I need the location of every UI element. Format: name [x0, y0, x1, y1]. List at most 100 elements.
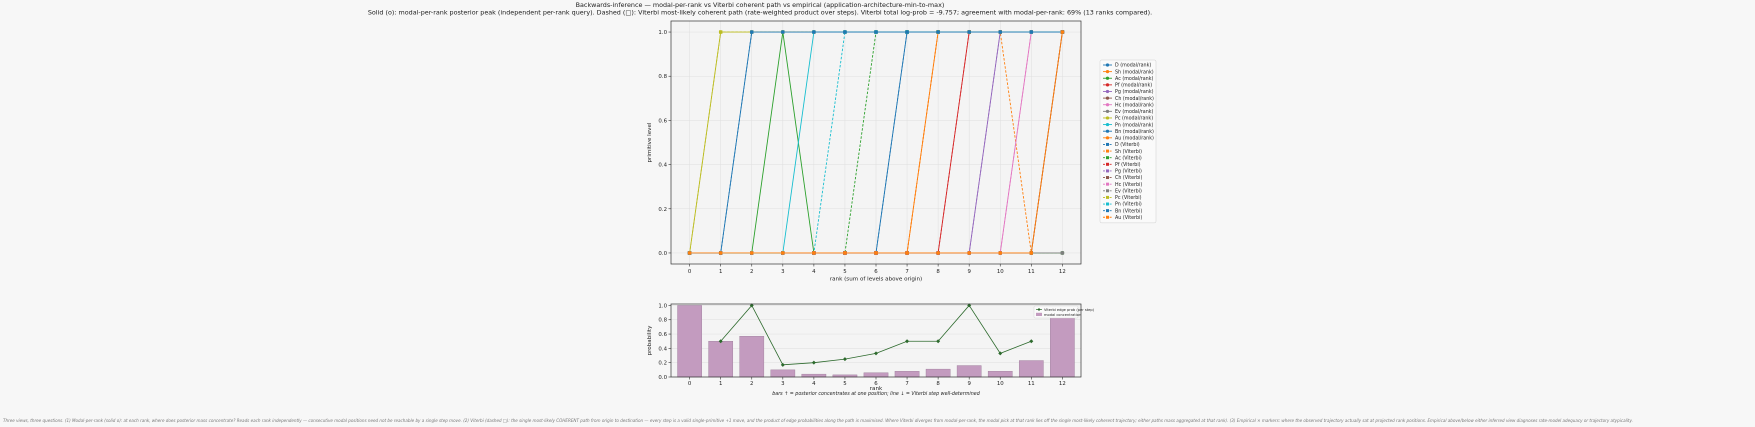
series-point: [749, 251, 754, 255]
series-point: [687, 251, 692, 255]
bottom-y-tick-label: 0.0: [658, 375, 667, 381]
bottom-x-tick-label: 10: [997, 381, 1004, 387]
bottom-x-axis-sublabel: bars ↑ = posterior concentrates at one p…: [772, 391, 981, 397]
top-y-tick-label: 0.2: [658, 207, 667, 213]
bar: [1018, 360, 1044, 378]
series-point: [1060, 30, 1065, 34]
legend-swatch-marker: [1105, 63, 1110, 67]
series-point: [874, 30, 878, 34]
legend-entry: Hc (Viterbi): [1115, 182, 1142, 188]
legend-swatch-marker: [1105, 76, 1110, 80]
bar: [987, 371, 1013, 378]
legend-swatch-marker: [1105, 103, 1110, 107]
legend-swatch-marker: [1105, 136, 1110, 140]
legend-entry: Pf (modal/rank): [1115, 83, 1152, 89]
legend-swatch-marker: [1105, 96, 1110, 100]
series-point: [812, 251, 816, 255]
legend-entry: Au (Viterbi): [1115, 215, 1142, 221]
bottom-y-axis-label: probability: [647, 325, 653, 356]
legend-swatch-marker: [1106, 202, 1109, 206]
legend-entry: Bn (modal/rank): [1115, 129, 1154, 135]
viterbi-edge-point: [936, 339, 941, 344]
legend-entry: Ac (modal/rank): [1115, 76, 1154, 82]
viterbi-edge-point: [905, 339, 910, 344]
bottom-bar-chart: 0 1 2 3 4 5 6 7 8 9 10 11 120.00.20.40.60.81.0rankba…: [647, 303, 1095, 397]
top-y-axis-label: primitive level: [647, 122, 653, 162]
bottom-y-tick-label: 0.6: [658, 332, 667, 338]
legend-swatch-marker: [1105, 89, 1110, 94]
legend-swatch-marker: [1105, 129, 1110, 133]
top-x-tick-label: 12: [1059, 269, 1066, 275]
figure-title: Backwards-inference — modal-per-rank vs …: [576, 1, 945, 9]
legend-entry: Ev (modal/rank): [1115, 109, 1154, 115]
series-point: [905, 30, 909, 34]
legend-swatch-marker: [1105, 109, 1110, 113]
legend-entry: Bn (Viterbi): [1115, 208, 1142, 214]
legend-swatch-marker: [1106, 169, 1109, 173]
viterbi-edge-point: [1029, 339, 1034, 344]
legend-entry: Pg (modal/rank): [1115, 89, 1154, 95]
viterbi-edge-point: [998, 351, 1003, 356]
bar: [956, 365, 982, 378]
top-x-tick-label: 11: [1028, 269, 1035, 275]
legend-entry: Pf (Viterbi): [1115, 162, 1141, 168]
bottom-x-tick-label: 5: [843, 381, 846, 387]
top-x-tick-label: 9: [967, 269, 971, 275]
series-point: [718, 251, 723, 255]
series-point: [781, 30, 785, 34]
legend-swatch-marker: [1106, 195, 1109, 199]
legend-entry: Pc (modal/rank): [1115, 116, 1153, 122]
bottom-x-tick-label: 1: [719, 381, 722, 387]
bar: [739, 336, 765, 378]
legend-entry: Au (modal/rank): [1115, 136, 1154, 142]
series-point: [1060, 251, 1065, 255]
series-point: [1029, 30, 1034, 34]
top-x-tick-label: 4: [812, 269, 816, 275]
legend-entry: Ch (Viterbi): [1115, 175, 1142, 181]
legend-entry: Pg (Viterbi): [1115, 169, 1142, 175]
series-point: [749, 30, 754, 34]
legend-entry: Pc (Viterbi): [1115, 195, 1142, 201]
top-x-tick-label: 1: [719, 269, 722, 275]
viterbi-edge-point: [967, 303, 972, 308]
bottom-y-tick-label: 0.4: [658, 346, 667, 352]
series-point: [781, 251, 785, 255]
bar: [708, 341, 734, 378]
bottom-x-tick-label: 11: [1028, 381, 1035, 387]
legend-swatch-marker: [1106, 215, 1109, 219]
legend-swatch-marker: [1105, 122, 1110, 127]
bottom-x-tick-label: 0: [688, 381, 692, 387]
figure-footer-note: Three views, three questions. (1) Modal-…: [3, 418, 1633, 423]
series-point: [998, 30, 1003, 34]
top-y-tick-label: 0.6: [658, 118, 667, 124]
top-x-tick-label: 3: [781, 269, 784, 275]
series-point: [936, 251, 940, 255]
top-x-tick-label: 8: [936, 269, 940, 275]
legend-entry: Ch (modal/rank): [1115, 96, 1154, 102]
bar: [677, 305, 702, 378]
legend-swatch-marker: [1105, 70, 1110, 74]
top-y-tick-label: 0.8: [658, 74, 667, 80]
viterbi-edge-point: [842, 357, 847, 362]
series-point: [998, 251, 1003, 255]
legend-swatch-marker: [1105, 116, 1110, 120]
top-x-tick-label: 7: [905, 269, 908, 275]
series-point: [967, 30, 971, 34]
top-x-tick-label: 6: [874, 269, 878, 275]
series-point: [843, 251, 847, 255]
legend-entry: D (Viterbi): [1115, 142, 1140, 148]
bottom-x-tick-label: 7: [905, 381, 908, 387]
legend-entry: D (modal/rank): [1115, 63, 1151, 69]
top-y-tick-label: 1.0: [658, 30, 667, 36]
bar: [1050, 316, 1075, 378]
bottom-plot-area: [671, 304, 1081, 377]
legend-swatch-marker: [1106, 142, 1109, 146]
bottom-x-tick-label: 9: [967, 381, 971, 387]
legend-entry: Pn (modal/rank): [1115, 122, 1154, 128]
top-x-tick-label: 5: [843, 269, 846, 275]
bottom-x-tick-label: 6: [874, 381, 878, 387]
legend-swatch-marker: [1106, 182, 1109, 186]
series-point: [718, 30, 723, 34]
